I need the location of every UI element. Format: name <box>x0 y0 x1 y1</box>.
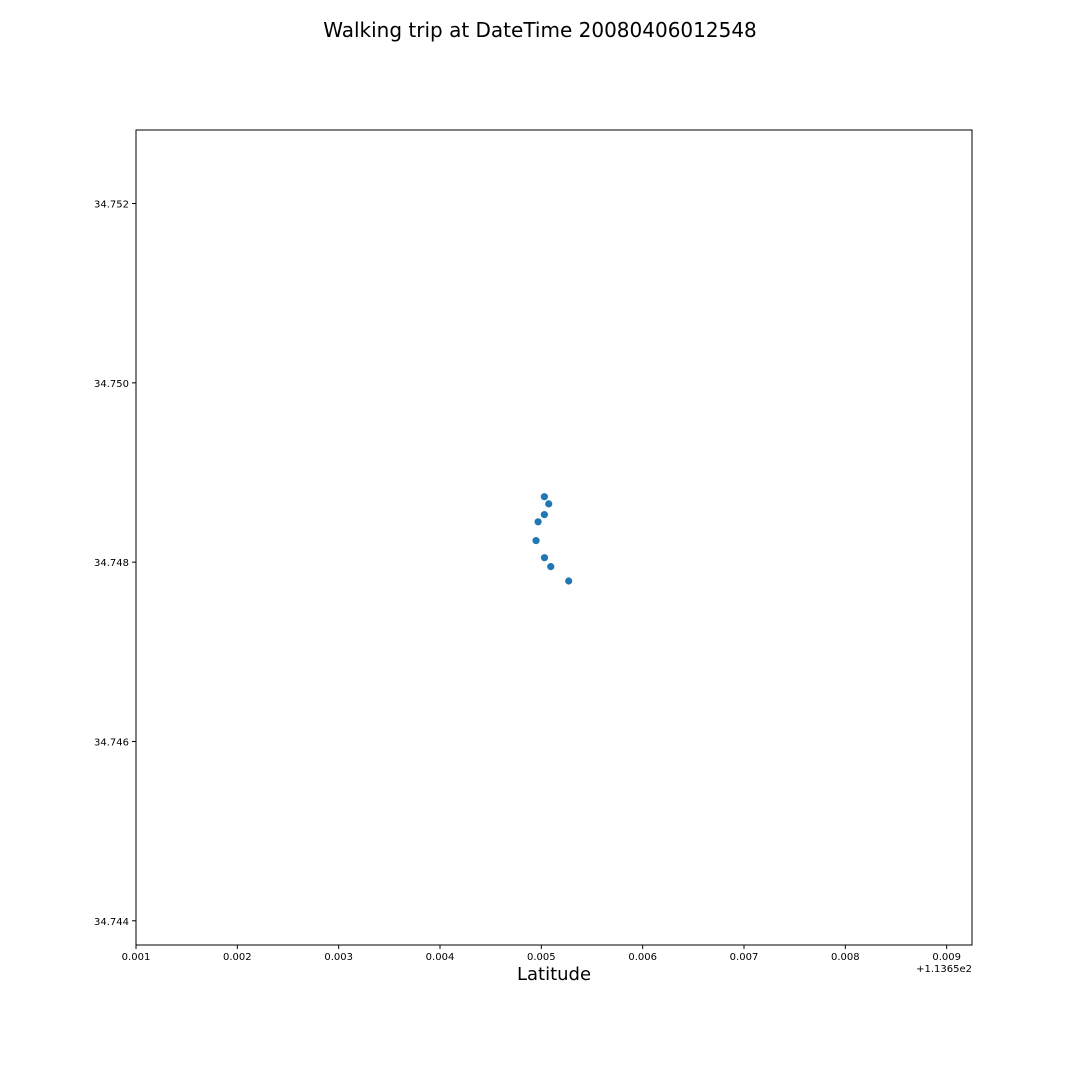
data-point <box>547 563 555 571</box>
data-point <box>532 537 540 545</box>
x-tick-label: 0.005 <box>527 952 556 963</box>
data-point <box>540 493 548 501</box>
x-tick-label: 0.001 <box>122 952 151 963</box>
data-point <box>565 577 573 585</box>
x-tick-label: 0.009 <box>932 952 961 963</box>
x-axis-label: Latitude <box>517 964 591 985</box>
chart-title: Walking trip at DateTime 20080406012548 <box>323 18 757 42</box>
y-tick-label: 34.748 <box>94 558 129 569</box>
x-tick-label: 0.007 <box>730 952 759 963</box>
x-tick-label: 0.003 <box>324 952 353 963</box>
scatter-points <box>532 493 573 585</box>
y-tick-label: 34.752 <box>94 200 129 211</box>
data-point <box>545 500 553 508</box>
data-point <box>540 511 548 519</box>
data-point <box>534 518 542 526</box>
x-tick-label: 0.006 <box>628 952 657 963</box>
plot-area-frame <box>135 129 973 946</box>
y-tick-label: 34.750 <box>94 379 129 390</box>
y-tick-label: 34.744 <box>94 917 129 928</box>
y-tick-label: 34.746 <box>94 737 129 748</box>
x-tick-label: 0.008 <box>831 952 860 963</box>
x-tick-label: 0.002 <box>223 952 252 963</box>
x-tick-label: 0.004 <box>426 952 455 963</box>
x-axis-ticks: 0.001 0.002 0.003 0.004 0.005 0.006 0.007 0.008… <box>122 945 961 963</box>
data-point <box>540 554 549 562</box>
y-axis-ticks: 34.744 34.746 34.748 34.750 34.752 <box>94 200 136 928</box>
x-axis-offset-label: +1.1365e2 <box>916 964 972 975</box>
